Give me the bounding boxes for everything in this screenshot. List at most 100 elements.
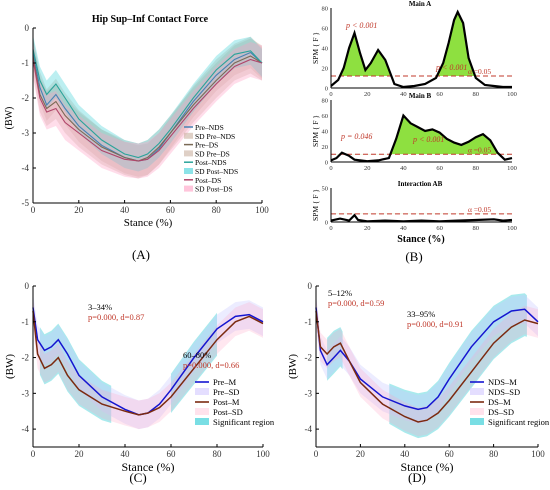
panel-b-ytick-label: 50	[322, 186, 329, 193]
panel-d-annotation-stat: p=0.000, d=0.59	[328, 298, 384, 308]
panel-b-ytick-label: 20	[322, 66, 329, 73]
panel-a-legend-item: Post–DS	[195, 176, 221, 185]
panel-a-ylabel: (BW)	[4, 107, 15, 130]
panel-c-ytick-label: 0	[25, 281, 30, 291]
panel-b-ytick-label: 60	[322, 113, 329, 120]
panel-a-ytick-label: -3	[22, 128, 30, 138]
panel-a-series-line	[32, 58, 263, 162]
panel-a-xtick-label: 100	[255, 205, 269, 215]
panel-c-ytick-label: -3	[22, 388, 30, 398]
panel-a-legend-item: Pre–NDS	[195, 123, 224, 132]
panel-b-alpha: α =0.05	[468, 145, 491, 154]
panel-d-legend-item: NDS–SD	[488, 387, 520, 397]
panel-b-label: (B)	[405, 249, 422, 264]
panel-c-ytick-label: -1	[22, 317, 30, 327]
panel-d-xtick-label: 20	[356, 449, 366, 459]
panel-c-annotation-stat: p=0.000, d=0.87	[88, 312, 144, 322]
panel-c-xtick-label: 0	[31, 449, 36, 459]
panel-a-series-line	[32, 48, 263, 159]
panel-b-xtick-label: 60	[436, 91, 443, 98]
panel-c-legend-item: Post–M	[213, 397, 240, 407]
panel-b-xtick-label: 80	[473, 165, 480, 172]
panel-b-xtick-label: 40	[400, 225, 407, 232]
panel-d-annotation-stat: p=0.000, d=0.91	[407, 319, 463, 329]
panel-c-sd-band	[33, 293, 263, 430]
panel-a-legend-swatch	[184, 132, 193, 139]
panel-d-ylabel: (BW)	[287, 354, 299, 379]
panel-a-ytick-label: -4	[22, 163, 30, 173]
panel-b-pvalue: p < 0.001	[435, 63, 467, 72]
panel-b-xtick-label: 100	[507, 165, 517, 172]
panel-c-series-line	[32, 307, 264, 416]
panel-a-ytick-label: -2	[22, 93, 30, 103]
panel-b-xtick-label: 100	[507, 225, 517, 232]
panel-a-legend-item: Post–NDS	[195, 158, 227, 167]
panel-a-ytick-label: 0	[25, 23, 30, 33]
panel-b-ylabel: SPM { F }	[311, 189, 320, 221]
panel-d-sd-band	[316, 296, 538, 437]
panel-a-legend-item: SD Post–NDS	[195, 167, 238, 176]
panel-d-xtick-label: 0	[314, 449, 319, 459]
panel-d-legend-swatch	[470, 418, 484, 425]
panel-b-xtick-label: 60	[436, 165, 443, 172]
panel-a-legend-swatch	[184, 168, 193, 174]
panel-b-xtick-label: 20	[364, 165, 371, 172]
panel-b-xtick-label: 80	[473, 91, 480, 98]
panel-a-xtick-label: 40	[120, 205, 130, 215]
panel-c-xtick-label: 40	[121, 449, 131, 459]
panel-c-series-line	[32, 310, 264, 416]
panel-c-xtick-label: 20	[75, 449, 85, 459]
panel-d-xtick-label: 40	[400, 449, 410, 459]
panel-c-xtick-label: 100	[256, 449, 270, 459]
panel-b-suprathreshold	[331, 12, 512, 76]
panel-d-significant-region	[327, 327, 343, 381]
panel-d-legend-item: DS–SD	[488, 407, 514, 417]
panel-a-legend-item: SD Pre–NDS	[195, 132, 235, 141]
panel-c-annotation-stat: p=0.000, d=0.66	[183, 360, 239, 370]
panel-a-ytick-label: -5	[22, 198, 30, 208]
panel-c-xtick-label: 80	[213, 449, 223, 459]
panel-b-subtitle: Interaction AB	[398, 180, 443, 188]
panel-b-xtick-label: 0	[329, 91, 332, 98]
panel-c-legend-item: Pre–M	[213, 377, 237, 387]
panel-d-xlabel: Stance (%)	[401, 460, 454, 474]
panel-a-legend-swatch	[184, 150, 193, 157]
panel-a-xtick-label: 80	[212, 205, 222, 215]
panel-c-legend-item: Pre–SD	[213, 387, 239, 397]
panel-b-alpha: α =0.05	[468, 205, 491, 214]
panel-b-ytick-label: 0	[325, 220, 328, 227]
panel-c-legend-item: Post–SD	[213, 407, 243, 417]
panel-a-legend-item: Pre–DS	[195, 141, 218, 150]
panel-b-xlabel: Stance (%)	[397, 234, 445, 245]
panel-c-significant-region	[171, 312, 217, 413]
panel-a-xlabel: Stance (%)	[124, 217, 173, 229]
panel-b-xtick-label: 0	[329, 225, 332, 232]
panel-d-label: (D)	[408, 470, 426, 485]
panel-c-annotation-range: 3–34%	[88, 302, 112, 312]
panel-b-ytick-label: 0	[325, 86, 328, 93]
panel-b-pvalue: p < 0.001	[412, 135, 444, 144]
panel-b-ytick-label: 40	[322, 129, 329, 136]
panel-b-ytick-label: 80	[322, 6, 329, 13]
panel-d-ytick-label: -1	[305, 317, 313, 327]
panel-b-xtick-label: 40	[400, 165, 407, 172]
panel-c-ylabel: (BW)	[4, 354, 16, 379]
panel-c-legend-swatch	[195, 418, 209, 425]
panel-c-sd-band	[33, 296, 263, 430]
panel-b-ytick-label: 40	[322, 46, 329, 53]
panel-d-annotation-range: 5–12%	[328, 288, 352, 298]
panel-b-xtick-label: 60	[436, 225, 443, 232]
panel-b-ylabel: SPM { F }	[311, 115, 320, 147]
panel-a-xtick-label: 20	[74, 205, 84, 215]
panel-b-suprathreshold	[331, 115, 512, 155]
panel-a-ytick-label: -1	[22, 58, 30, 68]
panel-a-legend-item: SD Post–DS	[195, 185, 233, 194]
panel-b-xtick-label: 40	[400, 91, 407, 98]
panel-b-alpha: α =0.05	[468, 67, 491, 76]
panel-d-legend-item: NDS–M	[488, 377, 517, 387]
panel-b-xtick-label: 80	[473, 225, 480, 232]
panel-d-xtick-label: 80	[489, 449, 499, 459]
panel-c-legend-swatch	[195, 408, 209, 415]
panel-a-sd-band	[33, 35, 262, 172]
